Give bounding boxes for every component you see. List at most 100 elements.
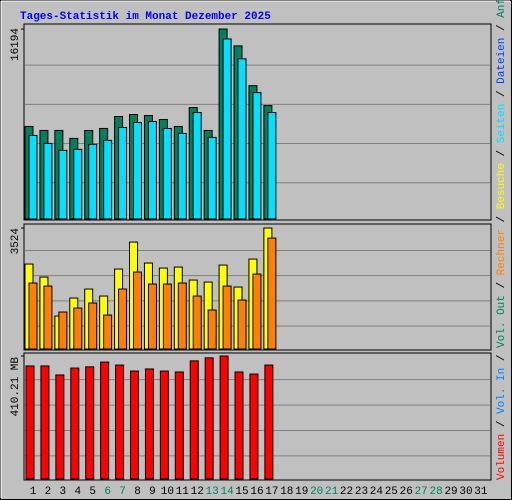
bar [249,373,259,480]
legend-separator: / [496,209,508,229]
bar [118,126,128,220]
bar [103,314,113,350]
x-tick-label: 14 [220,486,234,498]
bar [147,283,157,350]
x-tick-label: 9 [149,486,156,498]
x-tick-label: 17 [265,486,278,498]
x-tick-label: 20 [310,486,323,498]
bar [192,112,202,220]
legend-entry: Anfragen [496,0,508,18]
legend-separator: / [496,143,508,163]
x-tick-label: 5 [89,486,96,498]
x-tick-label: 25 [385,486,398,498]
bar [28,134,38,220]
bar [58,311,68,350]
bar [267,112,277,220]
bar [222,285,232,350]
x-tick-label: 19 [295,486,308,498]
x-tick-label: 8 [134,486,141,498]
y-tick-label: 3524 [10,228,22,255]
bar [118,288,128,350]
bar [237,58,247,220]
bar [162,127,172,220]
bar [133,121,143,220]
bar [177,132,187,220]
x-tick-label: 2 [45,486,52,498]
bar [100,361,110,480]
x-tick-label: 31 [474,486,488,498]
legend: Volumen / Vol. In / Vol. Out / Rechner /… [496,0,508,480]
legend-separator: / [496,348,508,368]
legend-entry: Dateien [496,38,508,84]
x-tick-label: 10 [161,486,174,498]
bar [159,370,169,480]
bar [43,285,53,350]
bar [177,282,187,350]
bar [133,271,143,350]
bar [58,149,68,220]
bar [85,366,95,480]
bar [207,136,217,220]
x-tick-label: 29 [444,486,457,498]
x-tick-label: 21 [325,486,339,498]
bar [55,374,65,480]
legend-separator: / [496,84,508,104]
x-tick-label: 24 [370,486,384,498]
legend-entry: Rechner [496,229,508,275]
x-tick-label: 11 [176,486,190,498]
bar [252,273,262,350]
bar [237,299,247,350]
bar [204,357,214,480]
legend-separator: / [496,414,508,434]
bar [267,237,277,350]
x-tick-label: 12 [191,486,204,498]
bar [28,282,38,350]
x-tick-label: 4 [74,486,81,498]
legend-entry: Seiten [496,104,508,144]
bar [88,143,98,220]
x-tick-label: 3 [60,486,67,498]
x-tick-label: 16 [250,486,263,498]
bar [189,360,199,480]
bar [25,365,35,480]
bar [207,309,217,350]
bar [234,371,244,480]
x-tick-label: 1 [30,486,37,498]
x-tick-label: 6 [104,486,111,498]
legend-separator: / [496,275,508,295]
bar [40,365,50,480]
bar [252,92,262,220]
x-tick-label: 7 [119,486,126,498]
bar [73,148,83,220]
bar [130,370,140,480]
bar [103,139,113,220]
bar [174,371,184,480]
x-tick-label: 18 [280,486,293,498]
bar [162,283,172,350]
x-tick-label: 28 [430,486,443,498]
legend-entry: Besuche [496,163,508,209]
bar [88,302,98,350]
bar [192,295,202,350]
x-tick-label: 13 [206,486,219,498]
x-tick-label: 23 [355,486,368,498]
legend-entry: Volumen [496,434,508,480]
bar [219,355,229,480]
y-tick-label: 410.21 MB [10,357,22,417]
bar [222,38,232,220]
bar [73,307,83,350]
x-tick-label: 26 [400,486,413,498]
bar [70,367,80,480]
x-tick-label: 30 [459,486,472,498]
x-tick-label: 15 [235,486,248,498]
bar [264,364,274,480]
legend-entry: Vol. In [496,368,508,414]
legend-entry: Vol. Out [496,295,508,348]
bar [115,364,125,480]
chart-title: Tages-Statistik im Monat Dezember 2025 [20,11,271,23]
bar [43,142,53,220]
bar [144,368,154,480]
x-tick-label: 22 [340,486,353,498]
bar [147,121,157,220]
